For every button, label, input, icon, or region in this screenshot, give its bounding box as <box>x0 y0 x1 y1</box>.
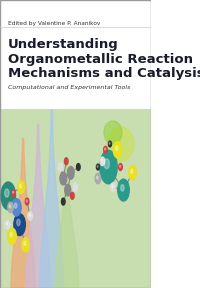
Circle shape <box>25 198 29 205</box>
Ellipse shape <box>107 127 134 161</box>
Ellipse shape <box>104 121 122 144</box>
Circle shape <box>112 185 113 188</box>
Text: Edited by Valentine P. Ananikov: Edited by Valentine P. Ananikov <box>8 20 100 26</box>
Bar <box>0 0 93 27</box>
Circle shape <box>101 159 103 162</box>
Circle shape <box>5 220 10 229</box>
Circle shape <box>105 148 106 150</box>
Circle shape <box>100 150 117 184</box>
Circle shape <box>19 184 21 188</box>
Circle shape <box>28 212 32 220</box>
Circle shape <box>73 183 78 192</box>
Circle shape <box>60 172 67 185</box>
Circle shape <box>120 165 121 167</box>
Text: Organometallic Reaction: Organometallic Reaction <box>8 52 193 66</box>
Bar <box>0 109 151 288</box>
Circle shape <box>108 141 111 147</box>
Circle shape <box>96 164 99 170</box>
Circle shape <box>22 238 29 252</box>
Circle shape <box>104 146 107 153</box>
Circle shape <box>118 179 129 201</box>
Circle shape <box>67 166 74 179</box>
Circle shape <box>131 169 133 173</box>
Circle shape <box>100 157 105 166</box>
Circle shape <box>9 205 11 208</box>
Bar <box>93 0 151 27</box>
Circle shape <box>129 166 136 180</box>
Circle shape <box>64 158 68 165</box>
Circle shape <box>97 176 98 179</box>
Circle shape <box>10 232 12 237</box>
Circle shape <box>97 166 98 167</box>
Circle shape <box>5 189 9 197</box>
Circle shape <box>61 198 65 205</box>
Circle shape <box>95 173 101 184</box>
Bar <box>38 0 105 27</box>
Bar <box>0 0 151 130</box>
Text: Computational and Experimental Tools: Computational and Experimental Tools <box>8 85 130 90</box>
Circle shape <box>104 159 109 169</box>
Text: Mechanisms and Catalysis: Mechanisms and Catalysis <box>8 67 200 80</box>
Circle shape <box>109 143 110 144</box>
Text: Understanding: Understanding <box>8 38 118 51</box>
Circle shape <box>12 190 15 196</box>
Circle shape <box>111 183 115 192</box>
Circle shape <box>18 181 24 194</box>
Circle shape <box>121 185 124 191</box>
Circle shape <box>13 191 14 193</box>
Circle shape <box>70 192 74 199</box>
Circle shape <box>119 164 122 170</box>
Circle shape <box>58 163 63 171</box>
Circle shape <box>113 142 122 158</box>
Circle shape <box>8 228 16 244</box>
Circle shape <box>26 200 27 202</box>
Text: WILEY-VCH: WILEY-VCH <box>106 11 144 16</box>
Circle shape <box>8 202 13 213</box>
Circle shape <box>17 219 20 226</box>
Circle shape <box>24 241 26 245</box>
Circle shape <box>6 222 8 225</box>
Circle shape <box>14 203 17 208</box>
Circle shape <box>29 214 30 217</box>
Circle shape <box>14 214 25 236</box>
Circle shape <box>115 146 118 151</box>
Circle shape <box>65 184 71 196</box>
Circle shape <box>77 164 80 170</box>
Circle shape <box>12 199 21 216</box>
Circle shape <box>1 182 16 210</box>
